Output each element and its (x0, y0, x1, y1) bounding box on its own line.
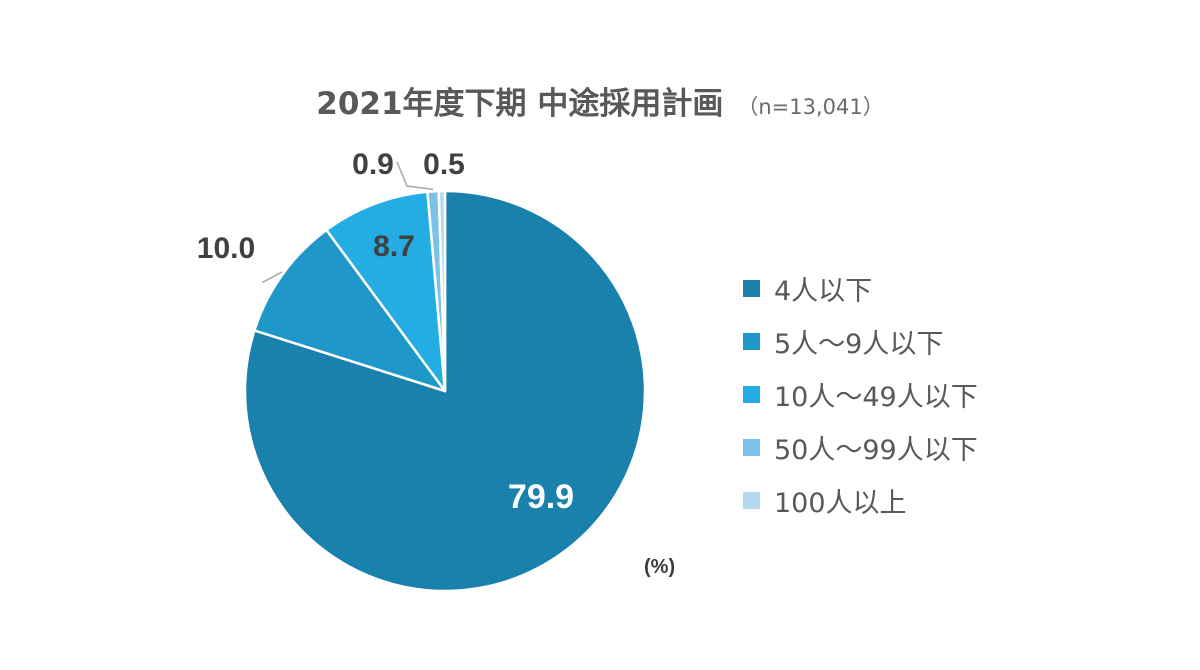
legend-swatch-100-or-more (743, 492, 760, 509)
pie-slice-10-to-49 (325, 190, 447, 393)
data-label-10-to-49: 8.7 (373, 230, 415, 263)
legend-item-100-or-more: 100人以上 (743, 474, 978, 527)
pie-slice-5-to-9 (253, 228, 447, 393)
legend-swatch-50-to-99 (743, 439, 760, 456)
unit-label: (%) (644, 556, 676, 578)
legend-label-10-to-49: 10人～49人以下 (774, 382, 978, 413)
chart-legend: 4人以下 5人～9人以下 10人～49人以下 50人～99人以下 100人以上 (743, 262, 978, 527)
legend-swatch-5-to-9 (743, 333, 760, 350)
legend-label-5-to-9: 5人～9人以下 (774, 329, 944, 360)
chart-subtitle: （n=13,041） (737, 95, 884, 119)
chart-title: 2021年度下期 中途採用計画 (316, 86, 724, 122)
legend-label-4-or-fewer: 4人以下 (774, 276, 873, 307)
legend-label-50-to-99: 50人～99人以下 (774, 435, 978, 466)
legend-label-100-or-more: 100人以上 (774, 488, 907, 519)
leader-line-50-to-99 (396, 161, 434, 191)
legend-swatch-10-to-49 (743, 386, 760, 403)
legend-item-5-to-9: 5人～9人以下 (743, 315, 978, 368)
data-label-4-or-fewer: 79.9 (508, 478, 574, 516)
data-label-5-to-9: 10.0 (197, 232, 255, 265)
data-label-50-to-99: 0.9 (352, 148, 394, 181)
leader-line-5-to-9 (262, 271, 283, 284)
chart-title-block: 2021年度下期 中途採用計画 （n=13,041） (0, 78, 1200, 123)
pie-slice-100-or-more (437, 189, 447, 393)
legend-item-50-to-99: 50人～99人以下 (743, 421, 978, 474)
legend-swatch-4-or-fewer (743, 280, 760, 297)
data-label-100-or-more: 0.5 (423, 148, 465, 181)
legend-item-4-or-fewer: 4人以下 (743, 262, 978, 315)
legend-item-10-to-49: 10人～49人以下 (743, 368, 978, 421)
